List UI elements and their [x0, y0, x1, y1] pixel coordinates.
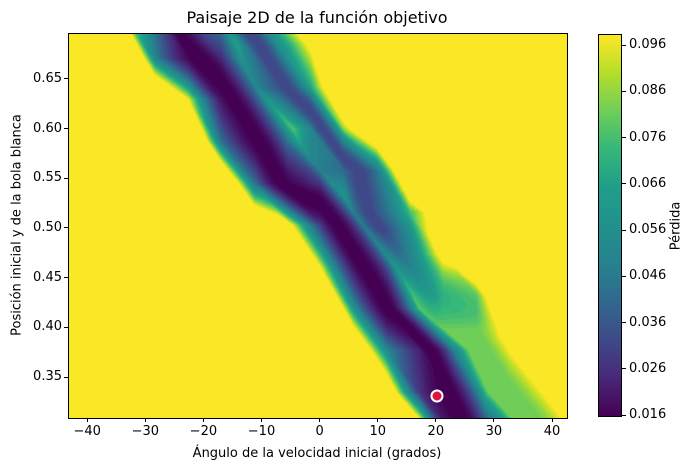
y-tick-mark	[64, 128, 68, 129]
y-tick-label: 0.45	[33, 269, 62, 285]
loss-landscape-heatmap	[69, 34, 567, 418]
colorbar-tick-label: 0.036	[629, 314, 667, 330]
x-tick-label: −30	[131, 424, 159, 439]
x-axis-label: Ángulo de la velocidad inicial (grados)	[192, 446, 442, 461]
y-tick-label: 0.40	[33, 319, 62, 335]
colorbar-tick-mark	[622, 229, 626, 231]
x-tick-mark	[86, 418, 88, 422]
colorbar-tick-mark	[622, 44, 626, 46]
x-tick-label: 20	[427, 424, 445, 439]
colorbar-tick-label: 0.086	[629, 83, 667, 99]
x-tick-label: 30	[485, 424, 503, 439]
x-tick-label: −10	[247, 424, 276, 439]
y-tick-label: 0.50	[33, 219, 62, 235]
y-tick-mark	[64, 376, 68, 378]
y-tick-mark	[64, 277, 68, 279]
x-tick-label: −40	[73, 424, 101, 439]
x-tick-mark	[435, 418, 437, 422]
y-tick-mark	[64, 227, 68, 229]
x-tick-label: 0	[315, 424, 324, 439]
colorbar-tick-mark	[622, 322, 626, 324]
colorbar-tick-mark	[622, 137, 626, 139]
x-tick-mark	[144, 418, 146, 422]
y-tick-label: 0.60	[33, 120, 62, 136]
colorbar	[598, 34, 622, 417]
colorbar-tick-mark	[622, 183, 626, 185]
y-tick-mark	[64, 326, 68, 328]
x-tick-mark	[261, 418, 262, 422]
colorbar-tick-label: 0.026	[629, 360, 667, 376]
x-tick-mark	[202, 418, 204, 422]
colorbar-tick-label: 0.066	[629, 175, 667, 191]
colorbar-tick-label: 0.056	[629, 222, 667, 238]
y-tick-label: 0.55	[33, 170, 62, 186]
x-tick-mark	[377, 418, 379, 422]
x-tick-mark	[319, 418, 321, 422]
colorbar-tick-label: 0.016	[629, 407, 667, 422]
optimum-marker	[430, 389, 444, 403]
y-tick-mark	[64, 177, 68, 179]
x-tick-label: −20	[189, 424, 218, 439]
y-tick-label: 0.35	[33, 369, 62, 385]
colorbar-tick-label: 0.076	[629, 129, 667, 145]
y-tick-label: 0.65	[33, 70, 62, 86]
colorbar-tick-mark	[622, 414, 626, 416]
colorbar-tick-mark	[622, 275, 626, 277]
x-tick-mark	[493, 418, 495, 422]
plot-area	[68, 33, 568, 419]
colorbar-gradient	[599, 35, 621, 416]
colorbar-tick-mark	[622, 90, 626, 92]
plot-title: Paisaje 2D de la función objetivo	[186, 8, 448, 27]
x-tick-mark	[551, 418, 553, 422]
x-tick-label: 40	[543, 424, 561, 439]
y-tick-mark	[64, 78, 68, 80]
colorbar-tick-mark	[622, 368, 626, 370]
x-tick-label: 10	[369, 424, 386, 439]
colorbar-tick-label: 0.096	[629, 37, 667, 53]
colorbar-tick-label: 0.046	[629, 268, 667, 284]
